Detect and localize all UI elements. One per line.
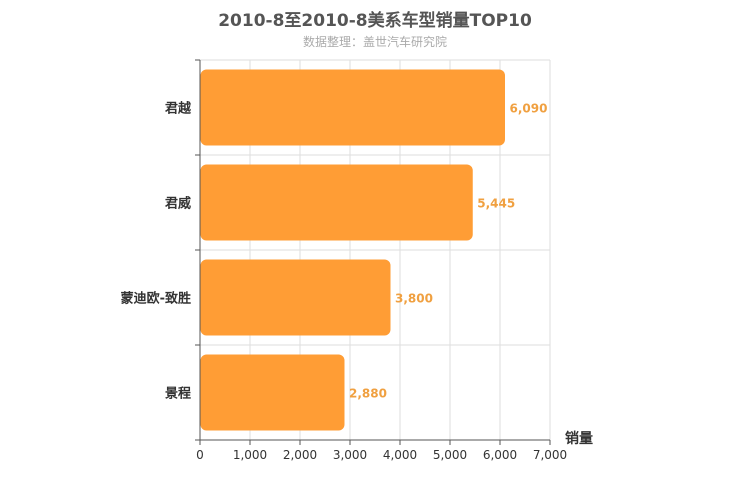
x-tick-label: 7,000 [533,448,567,462]
bar [200,69,505,146]
x-tick-label: 5,000 [433,448,467,462]
x-tick-label: 2,000 [283,448,317,462]
data-label: 2,880 [349,387,387,401]
category-label: 君越 [165,101,192,117]
x-tick-label: 4,000 [383,448,417,462]
x-axis-title: 销量 [565,430,593,447]
data-label: 5,445 [477,197,515,211]
x-tick-label: 1,000 [233,448,267,462]
category-label: 君威 [165,196,191,212]
x-tick-label: 6,000 [483,448,517,462]
data-label: 3,800 [395,292,433,306]
chart-title: 2010-8至2010-8美系车型销量TOP10 [218,11,532,31]
bar [200,259,391,336]
chart-subtitle: 数据整理：盖世汽车研究院 [302,35,447,49]
x-tick-label: 0 [196,448,204,462]
bar [200,164,473,241]
x-tick-label: 3,000 [333,448,367,462]
category-label: 蒙迪欧-致胜 [121,291,191,307]
bar [200,354,345,431]
category-label: 景程 [165,387,191,402]
data-label: 6,090 [510,102,548,116]
